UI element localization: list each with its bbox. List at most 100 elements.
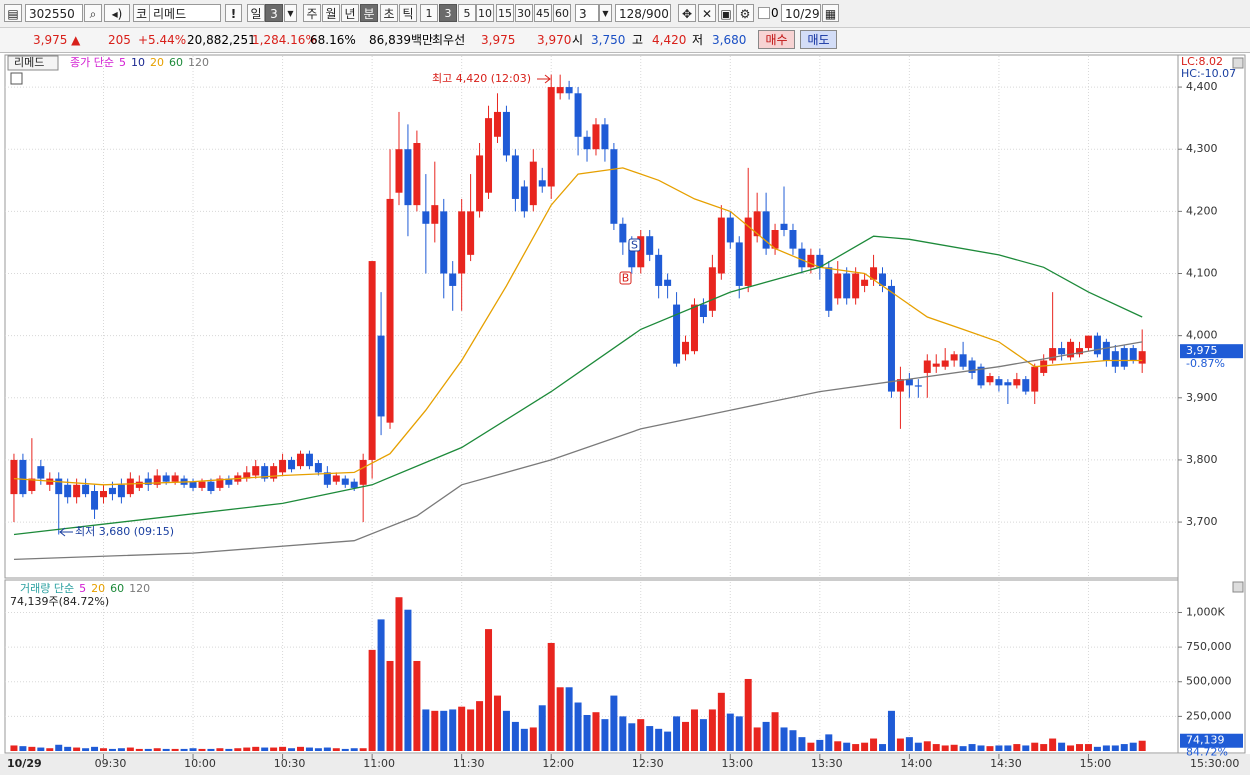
panel-button[interactable] [1232, 581, 1244, 593]
volume-bar [126, 747, 134, 751]
volume-bar [861, 742, 869, 751]
period-button[interactable]: 일 [247, 4, 265, 22]
interval-button[interactable]: 45 [534, 4, 552, 22]
code-field[interactable]: 302550 [25, 4, 83, 22]
volume-bar [332, 748, 340, 751]
x-start-label: 10/29 [7, 757, 42, 770]
candle-body [735, 242, 743, 286]
interval-button[interactable]: 30 [515, 4, 533, 22]
volume-bar [977, 745, 985, 751]
interval-button[interactable]: 10 [476, 4, 494, 22]
volume-bar [234, 748, 242, 751]
y-tick-label: 4,100 [1186, 267, 1218, 280]
dropdown[interactable]: ▼ [599, 4, 612, 22]
amount: 86,839백만 [369, 33, 434, 47]
volume-bar [252, 746, 260, 751]
volume-bar [959, 746, 967, 751]
period-button[interactable]: 월 [322, 4, 340, 22]
signal: B [622, 272, 630, 285]
volume-bar [1084, 744, 1092, 751]
volume-bar [879, 744, 887, 751]
period-button[interactable]: 년 [341, 4, 359, 22]
x-tick-label: 14:30 [990, 757, 1022, 770]
x-tick-label: 10:30 [274, 757, 306, 770]
signal-box [628, 238, 641, 252]
candle-body [126, 478, 134, 495]
dropdown[interactable]: ▼ [284, 4, 297, 22]
tool-icon[interactable]: ✕ [698, 4, 716, 22]
period-button[interactable]: 틱 [399, 4, 417, 22]
date-field[interactable]: 10/29 [781, 4, 821, 22]
current-volume: 74,139 [1186, 734, 1225, 747]
x-tick-label: 11:00 [363, 757, 395, 770]
candle-body [252, 466, 260, 476]
volume-bar [153, 748, 161, 751]
grid-icon[interactable] [10, 72, 23, 85]
volume-bar [55, 744, 63, 751]
period-button[interactable]: 주 [303, 4, 321, 22]
candle-body [1120, 348, 1128, 367]
volume-bar [1093, 746, 1101, 751]
interval-button[interactable]: 60 [553, 4, 571, 22]
checkbox[interactable] [758, 7, 770, 19]
toolbar: ▤ 302550 ⌕ ◂) 코 리메드 ! 3 ▼ 128/900 ✥ ✕ ▣ … [0, 0, 1250, 28]
volume-bar [682, 721, 690, 751]
candle-body [1004, 382, 1012, 386]
candle-body [798, 248, 806, 268]
candle-body [574, 93, 582, 137]
legend-label: 거래량 단순 [20, 582, 74, 595]
buy-button[interactable]: 매수 [758, 30, 795, 49]
volume-bar [458, 706, 466, 751]
volume-bar [1022, 745, 1030, 751]
interval-button[interactable]: 3 [439, 4, 457, 22]
high: 4,420 [652, 33, 687, 47]
candle-body [592, 124, 600, 150]
interval-button[interactable]: 15 [496, 4, 514, 22]
volume-bar [413, 660, 421, 751]
low: 3,680 [712, 33, 747, 47]
volume-bar [377, 619, 385, 751]
volume-bar [108, 748, 116, 751]
candle-body [699, 304, 707, 317]
count-field[interactable]: 3 [575, 4, 599, 22]
save-icon[interactable]: ▣ [718, 4, 734, 22]
interval-button[interactable]: 1 [420, 4, 438, 22]
volume-bar [735, 716, 743, 751]
candle-body [368, 261, 376, 460]
candle-body [583, 136, 591, 150]
x-tick-label: 14:00 [901, 757, 933, 770]
search-icon[interactable]: ⌕ [84, 4, 102, 22]
volume-bar [1120, 744, 1128, 751]
candle-body [1022, 379, 1030, 392]
sell-button[interactable]: 매도 [800, 30, 837, 49]
volume-bar [1058, 742, 1066, 751]
alert-button[interactable]: ! [225, 4, 242, 22]
panel-button[interactable] [1232, 57, 1244, 69]
tool-icon[interactable]: ✥ [678, 4, 696, 22]
candle-body [619, 223, 627, 243]
x-tick-label: 13:30 [811, 757, 843, 770]
period-button[interactable]: 분 [360, 4, 378, 22]
period-button[interactable]: 초 [380, 4, 398, 22]
candle-body [520, 186, 528, 212]
sound-icon[interactable]: ◂) [104, 4, 130, 22]
volume-bar [762, 721, 770, 751]
volume-bar [225, 748, 233, 751]
period-button[interactable]: 3 [265, 4, 283, 22]
volume-bar [1031, 742, 1039, 751]
interval-button[interactable]: 5 [458, 4, 476, 22]
candle-body [1076, 348, 1084, 355]
candle-body [941, 360, 949, 367]
calendar-icon[interactable]: ▦ [822, 4, 839, 22]
menu-icon[interactable]: ▤ [4, 4, 22, 22]
volume-bar [404, 609, 412, 751]
change: 205 [108, 33, 131, 47]
candle-body [628, 242, 636, 268]
candle-body [305, 453, 313, 467]
settings-icon[interactable]: ⚙ [736, 4, 754, 22]
range-field[interactable]: 128/900 [615, 4, 671, 22]
legend-title: 리메드 [14, 56, 44, 69]
candle-body [19, 459, 27, 495]
lc-label: LC:8.02 [1181, 55, 1223, 68]
name-field[interactable]: 리메드 [149, 4, 221, 22]
